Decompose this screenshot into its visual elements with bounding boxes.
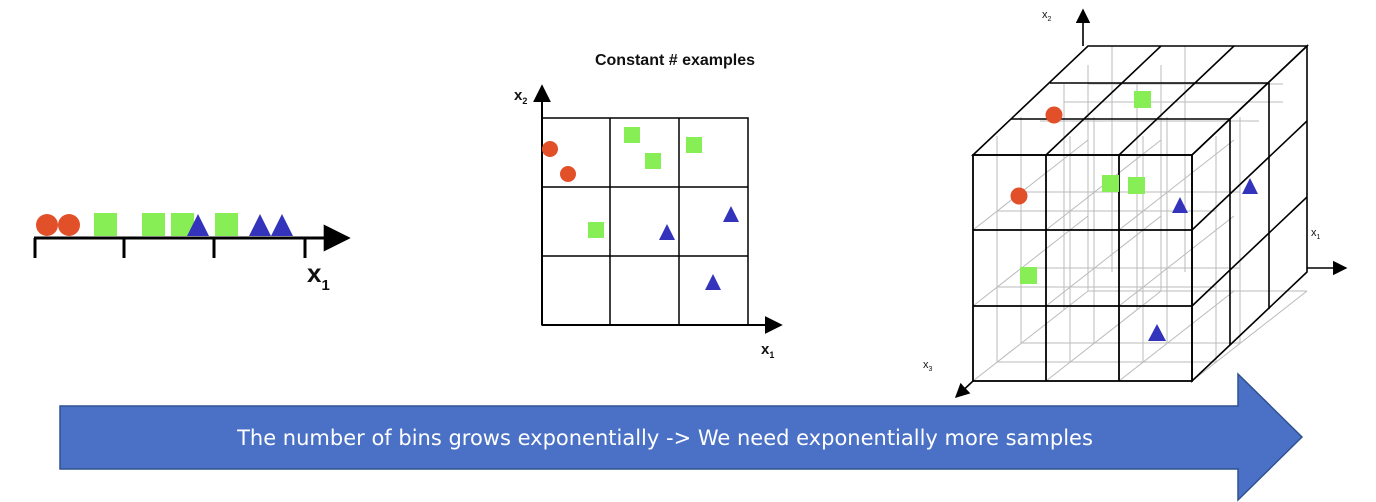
- x1-axis-label-3d: x1: [1311, 227, 1321, 241]
- panel-2d-title: Constant # examples: [595, 52, 755, 69]
- circle-point: [1045, 106, 1063, 124]
- square-point: [686, 137, 702, 153]
- triangle-point: [249, 214, 271, 236]
- triangle-point: [187, 214, 209, 236]
- circle-point: [560, 166, 576, 182]
- x3-axis-label-3d: x3: [923, 359, 933, 373]
- x2-axis-label-3d: x2: [1042, 9, 1052, 23]
- triangle-point: [723, 206, 739, 222]
- axis-label-1d: x1: [307, 258, 330, 294]
- x3-axis-3d: [954, 380, 974, 398]
- square-point: [215, 213, 238, 236]
- panel-3d: x2 x1 x3: [923, 8, 1348, 398]
- progress-arrow-banner: The number of bins grows exponentially -…: [59, 372, 1304, 502]
- circle-point: [542, 141, 558, 157]
- circle-point: [58, 214, 80, 236]
- square-point: [624, 127, 640, 143]
- square-point: [1134, 91, 1151, 108]
- panel-1d: x1: [33, 213, 351, 294]
- square-point: [1128, 177, 1145, 194]
- triangle-point: [1172, 197, 1188, 213]
- triangle-point: [271, 214, 293, 236]
- square-point: [142, 213, 165, 236]
- triangle-point: [659, 224, 675, 240]
- triangle-point: [705, 274, 721, 290]
- circle-point: [1010, 187, 1028, 205]
- cube-right-face: [1191, 44, 1308, 383]
- banner-arrow-shape: [59, 372, 1304, 502]
- square-point: [1020, 267, 1037, 284]
- square-point: [645, 153, 661, 169]
- circle-point: [36, 214, 58, 236]
- y-axis-label-2d: x2: [514, 87, 527, 106]
- square-point: [588, 222, 604, 238]
- x-axis-label-2d: x1: [761, 341, 774, 360]
- square-point: [171, 213, 194, 236]
- square-point: [1102, 175, 1119, 192]
- triangle-point: [1242, 178, 1258, 194]
- cube-front-face: [972, 154, 1193, 382]
- square-point: [94, 213, 117, 236]
- triangle-point: [1148, 324, 1166, 341]
- banner-text: The number of bins grows exponentially -…: [236, 426, 1093, 450]
- grid-2d: [541, 117, 749, 326]
- panel-2d: Constant # examples x1 x2: [514, 52, 783, 360]
